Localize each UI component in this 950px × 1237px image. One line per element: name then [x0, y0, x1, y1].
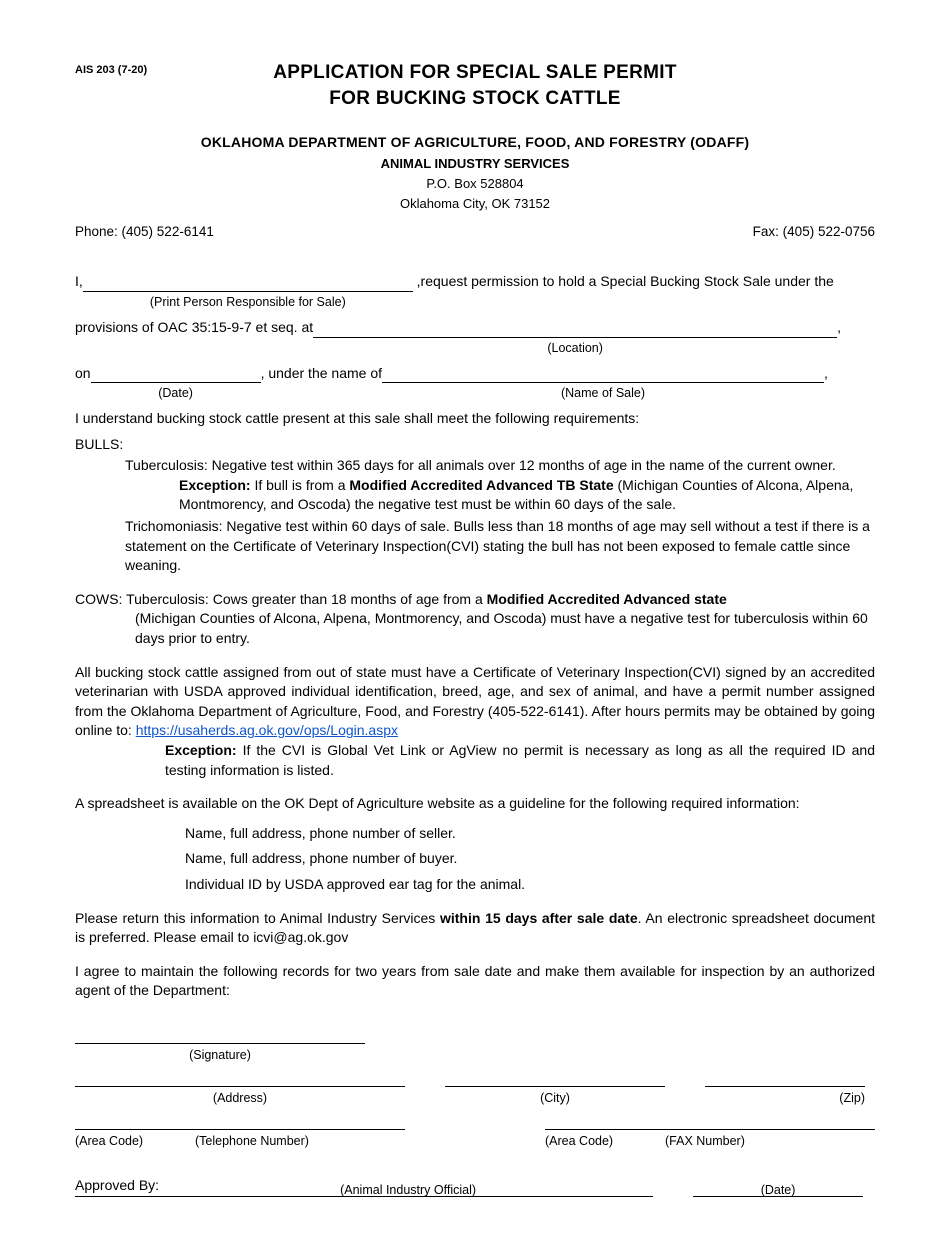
sale-name-input[interactable]: (Name of Sale): [382, 367, 824, 383]
bulls-header: BULLS:: [75, 435, 875, 455]
city-input[interactable]: (City): [445, 1086, 665, 1087]
page-title: APPLICATION FOR SPECIAL SALE PERMIT FOR …: [75, 60, 875, 111]
city-caption: (City): [540, 1090, 570, 1108]
bulls-tb-text: Tuberculosis: Negative test within 365 d…: [125, 456, 875, 476]
under-name-text: , under the name of: [261, 365, 382, 381]
permit-link[interactable]: https://usaherds.ag.ok.gov/ops/Login.asp…: [136, 722, 398, 738]
bulls-tb-exception: Exception: If bull is from a Modified Ac…: [179, 476, 875, 515]
cvi-exception-text: If the CVI is Global Vet Link or AgView …: [165, 742, 875, 778]
location-input[interactable]: (Location): [313, 322, 837, 338]
zip-caption: (Zip): [839, 1090, 865, 1108]
phone-label: Phone: (405) 522-6141: [75, 223, 214, 242]
exception-label-2: Exception:: [165, 742, 237, 758]
address-input[interactable]: (Address): [75, 1086, 405, 1087]
bulls-exc-pre: If bull is from a: [251, 477, 350, 493]
division-name: ANIMAL INDUSTRY SERVICES: [75, 155, 875, 173]
cows-header: COWS:: [75, 591, 122, 607]
sale-name-caption: (Name of Sale): [561, 385, 645, 403]
approved-by-label: Approved By:: [75, 1176, 163, 1197]
approved-date-caption: (Date): [761, 1182, 796, 1200]
area-code-caption-1: (Area Code): [75, 1133, 143, 1151]
spreadsheet-item-1: Name, full address, phone number of sell…: [185, 824, 875, 844]
po-box: P.O. Box 528804: [75, 175, 875, 193]
spreadsheet-paragraph: A spreadsheet is available on the OK Dep…: [75, 794, 875, 814]
address-caption: (Address): [213, 1090, 267, 1108]
spreadsheet-item-2: Name, full address, phone number of buye…: [185, 849, 875, 869]
cows-tb-pre: Tuberculosis: Cows greater than 18 month…: [122, 591, 486, 607]
responsible-person-input[interactable]: (Print Person Responsible for Sale): [83, 276, 413, 292]
form-number: AIS 203 (7-20): [75, 63, 147, 78]
return-paragraph: Please return this information to Animal…: [75, 909, 875, 948]
fax-number-input[interactable]: (Area Code) (FAX Number): [545, 1129, 875, 1130]
on-text: on: [75, 365, 91, 381]
bulls-trich-text: Trichomoniasis: Negative test within 60 …: [125, 517, 875, 576]
requirements-intro: I understand bucking stock cattle presen…: [75, 409, 875, 429]
cvi-paragraph: All bucking stock cattle assigned from o…: [75, 663, 875, 781]
intro-i: I,: [75, 273, 83, 289]
return-bold: within 15 days after sale date: [440, 910, 638, 926]
spreadsheet-item-3: Individual ID by USDA approved ear tag f…: [185, 875, 875, 895]
comma-2: ,: [824, 365, 828, 381]
title-line-2: FOR BUCKING STOCK CATTLE: [329, 88, 621, 109]
fax-label: Fax: (405) 522-0756: [753, 223, 875, 242]
date-caption: (Date): [158, 385, 193, 403]
intro-after-name: ,request permission to hold a Special Bu…: [417, 273, 834, 289]
location-caption: (Location): [547, 340, 603, 358]
telephone-input[interactable]: (Area Code) (Telephone Number): [75, 1129, 405, 1130]
exception-label-1: Exception:: [179, 477, 251, 493]
signature-caption: (Signature): [189, 1047, 251, 1065]
fax-number-caption: (FAX Number): [665, 1133, 745, 1151]
zip-input[interactable]: (Zip): [705, 1086, 865, 1087]
cows-tb-rest: (Michigan Counties of Alcona, Alpena, Mo…: [135, 610, 868, 646]
provisions-text: provisions of OAC 35:15-9-7 et seq. at: [75, 319, 313, 335]
area-code-caption-2: (Area Code): [545, 1133, 613, 1151]
responsible-person-caption: (Print Person Responsible for Sale): [150, 294, 346, 312]
title-line-1: APPLICATION FOR SPECIAL SALE PERMIT: [273, 62, 677, 83]
cows-tb-bold: Modified Accredited Advanced state: [487, 591, 727, 607]
official-input[interactable]: (Animal Industry Official): [163, 1179, 653, 1197]
bulls-exc-bold: Modified Accredited Advanced TB State: [349, 477, 613, 493]
city-state: Oklahoma City, OK 73152: [75, 195, 875, 213]
comma-1: ,: [837, 319, 841, 335]
date-input[interactable]: (Date): [91, 367, 261, 383]
return-pre: Please return this information to Animal…: [75, 910, 440, 926]
telephone-caption: (Telephone Number): [195, 1133, 309, 1151]
approved-date-input[interactable]: (Date): [693, 1179, 863, 1197]
official-caption: (Animal Industry Official): [340, 1182, 476, 1200]
cows-block: COWS: Tuberculosis: Cows greater than 18…: [75, 590, 875, 649]
department-name: OKLAHOMA DEPARTMENT OF AGRICULTURE, FOOD…: [75, 133, 875, 153]
signature-input[interactable]: (Signature): [75, 1043, 365, 1044]
agree-paragraph: I agree to maintain the following record…: [75, 962, 875, 1001]
